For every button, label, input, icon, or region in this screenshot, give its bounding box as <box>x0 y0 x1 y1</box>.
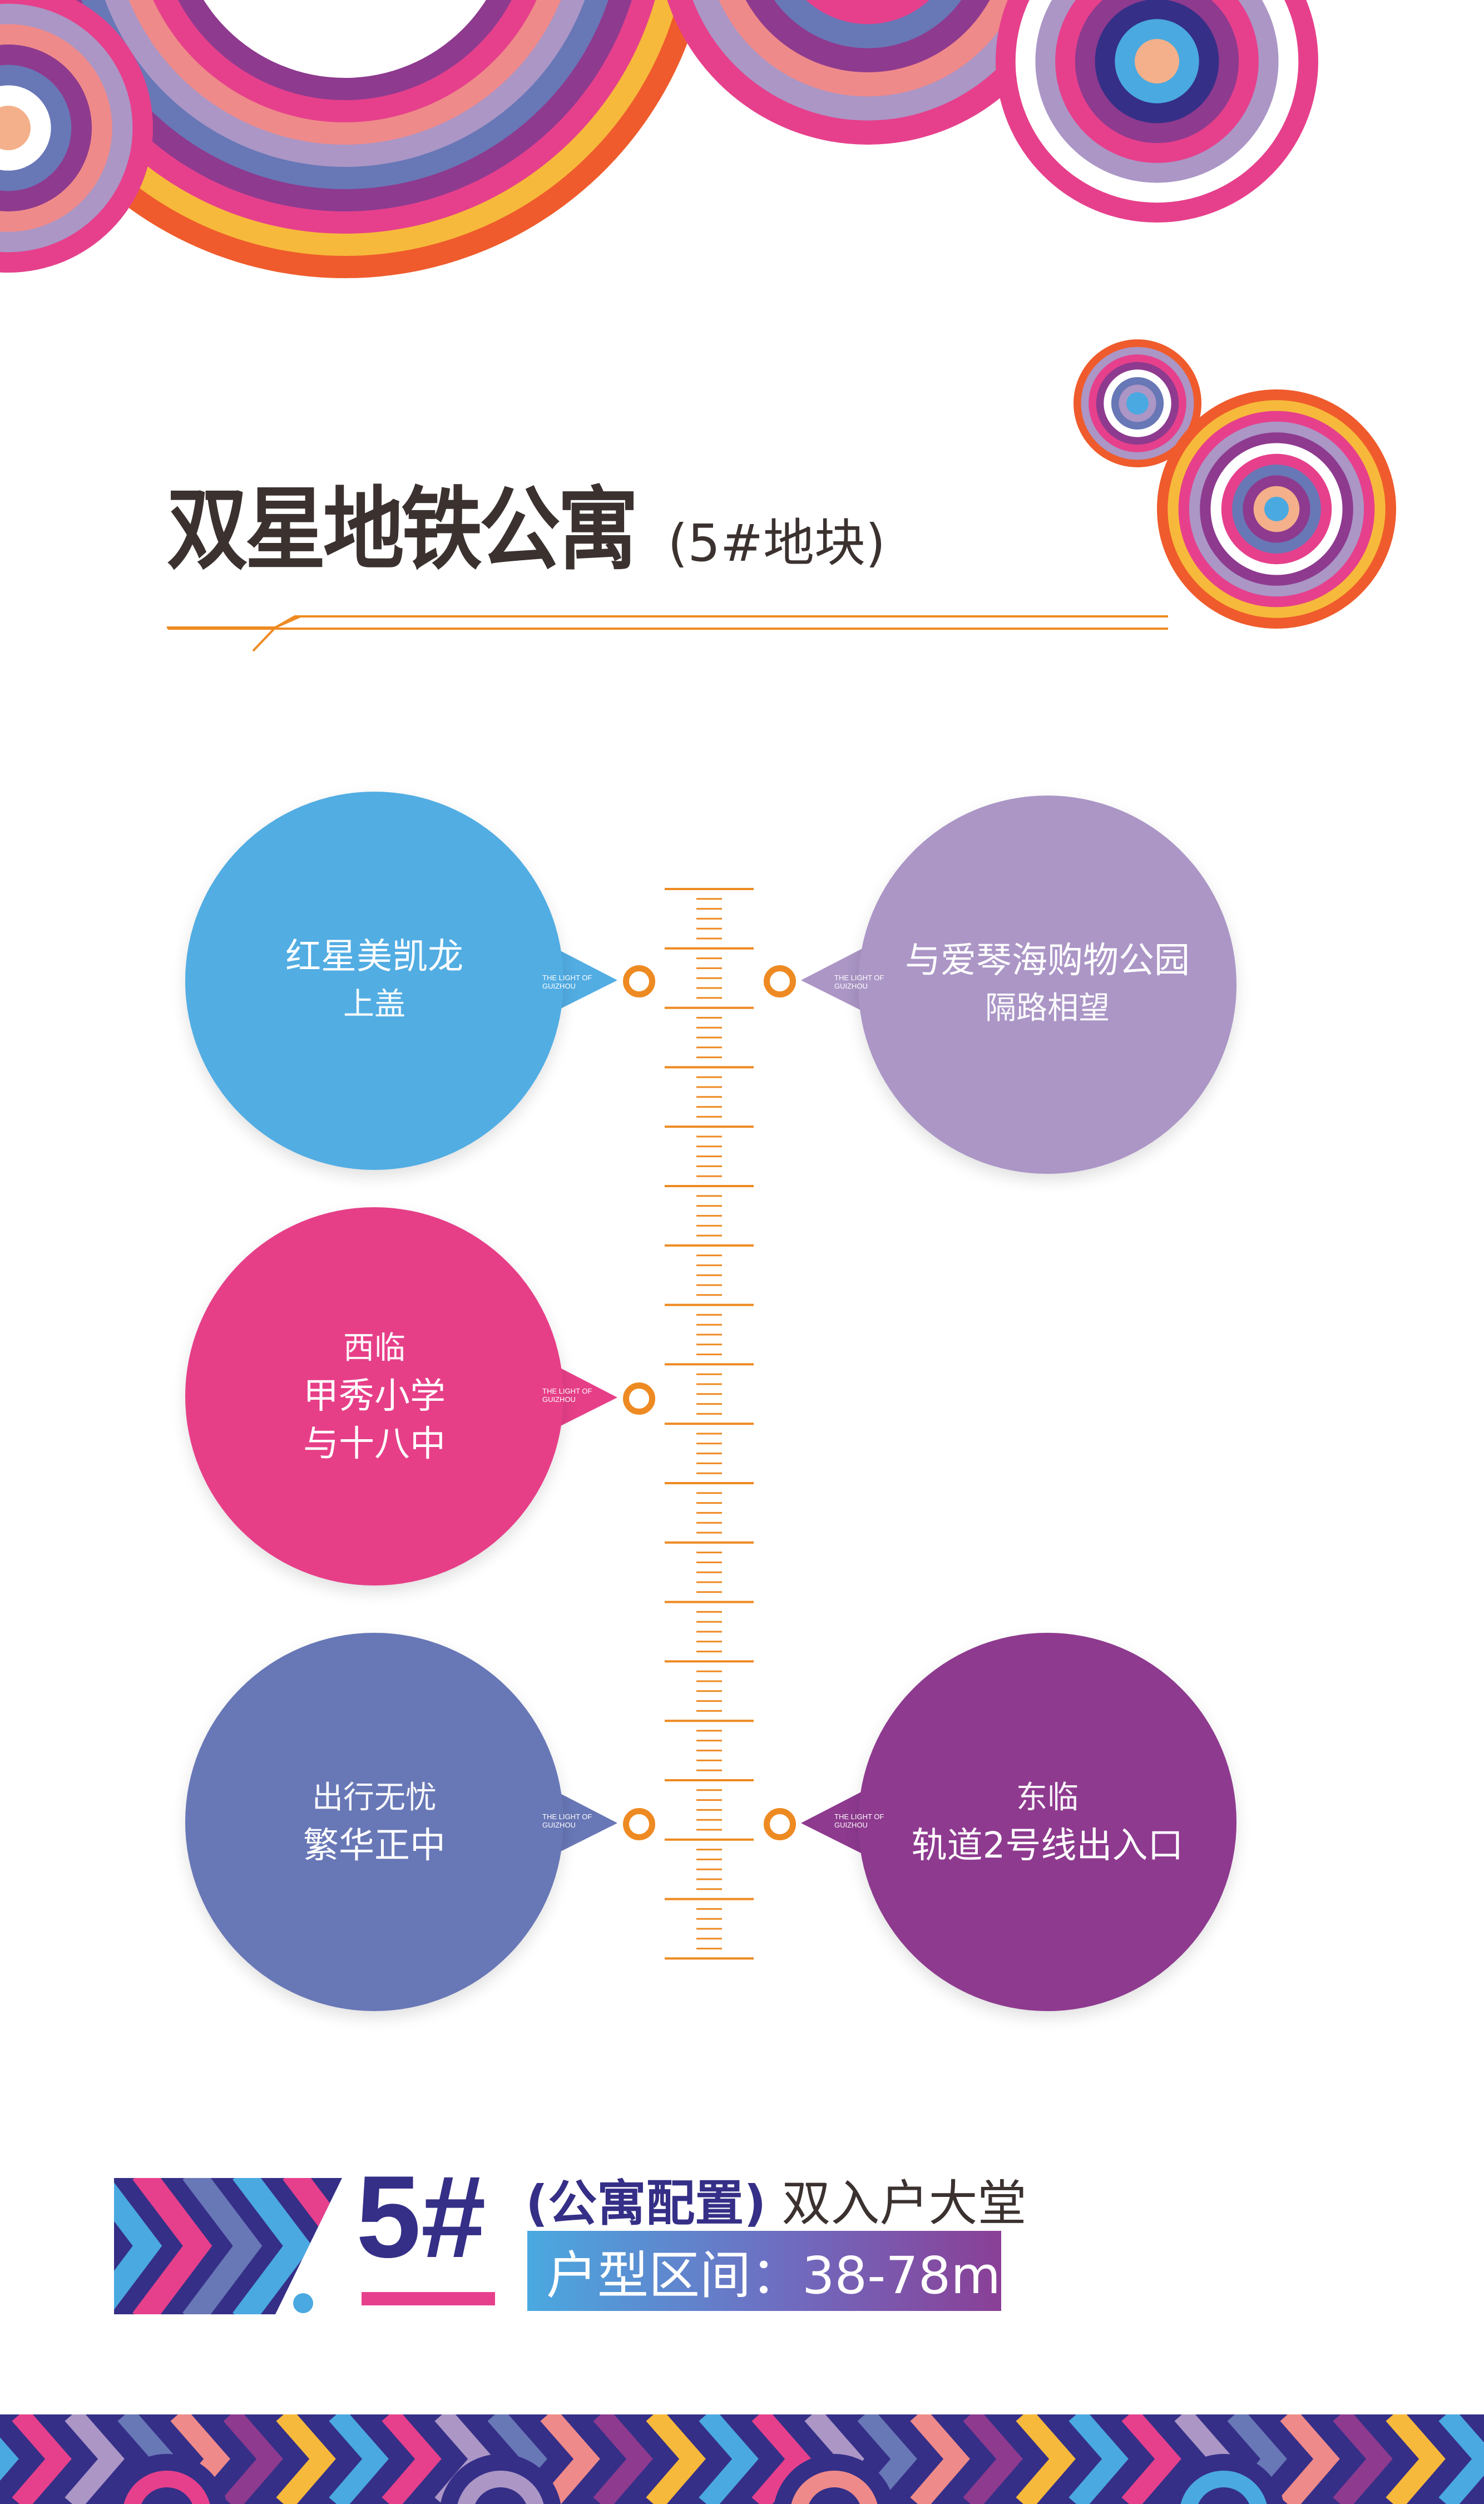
unit-size-range: 户型区间：38-78m 2 <box>527 2231 1017 2311</box>
bottom-band-chevron <box>1069 2414 1129 2504</box>
top-center-ring <box>806 0 929 24</box>
bottom-band-chevron <box>1438 2414 1484 2504</box>
bottom-band-chevron <box>1280 2414 1340 2504</box>
bubble-hongxing-meikailong: 红星美凯龙 上盖 <box>185 792 563 1170</box>
bubble-3-line-1: 西临 <box>343 1330 405 1366</box>
bubble-1-line-2: 上盖 <box>343 986 405 1023</box>
ruler-node-right-1 <box>764 965 796 997</box>
bottom-band-chevron <box>751 2414 812 2504</box>
range-unit-superscript: 2 <box>1000 2256 1017 2286</box>
bubble-2-line-2: 隔路相望 <box>985 990 1110 1026</box>
config-label: (公寓配置) <box>526 2175 766 2232</box>
bottom-band-chevron <box>963 2414 1023 2504</box>
page-title: 双星地铁公寓 (5#地块) <box>167 456 886 587</box>
bottom-band-chevron <box>540 2414 600 2504</box>
title-divider-line <box>167 615 1168 652</box>
apartment-config: (公寓配置) 双入户大堂 <box>526 2164 1026 2235</box>
badge-chevron-stripe <box>114 2178 162 2314</box>
bottom-band-chevron <box>1333 2414 1393 2504</box>
decorative-top-circles <box>0 0 1318 278</box>
decorative-bottom-band <box>0 2414 1484 2504</box>
bottom-band-arc <box>809 2487 860 2504</box>
side-large-ring <box>1264 497 1289 521</box>
bottom-band-chevron <box>329 2414 389 2504</box>
bubble-4-line-1: 出行无忧 <box>312 1780 437 1816</box>
badge-chevron-stripe <box>132 2178 212 2314</box>
badge-chevron-stripe <box>182 2178 263 2314</box>
decorative-side-circles <box>1074 339 1396 629</box>
bubble-aiqinhai-mall: 与爱琴海购物公园 隔路相望 <box>858 796 1236 1174</box>
bottom-band-chevron <box>382 2414 442 2504</box>
top-left-small-ring <box>0 106 31 150</box>
badge-number: 5# <box>356 2151 486 2282</box>
bottom-band-chevron <box>1386 2414 1446 2504</box>
bottom-band-chevron <box>1121 2414 1181 2504</box>
bubble-1-tag: THE LIGHT OF GUIZHOU <box>542 974 592 990</box>
bottom-band-chevron <box>593 2414 653 2504</box>
bottom-band-chevron <box>223 2414 283 2504</box>
bubble-metro-line-2: 东临 轨道2号线出入口 <box>858 1633 1236 2011</box>
side-small-ring <box>1126 392 1149 414</box>
bubble-1-line-1: 红星美凯龙 <box>285 936 463 977</box>
bottom-band-chevron <box>1016 2414 1076 2504</box>
badge-chevron-stripe <box>233 2178 313 2314</box>
range-label: 户型区间：38-78m <box>546 2245 1001 2305</box>
ruler-node-left-3 <box>623 1808 655 1840</box>
bubble-2-line-1: 与爱琴海购物公园 <box>905 940 1190 981</box>
bottom-band-chevron <box>910 2414 970 2504</box>
bubble-5-line-2: 轨道2号线出入口 <box>911 1825 1184 1866</box>
bubble-2-tag: THE LIGHT OF GUIZHOU <box>834 974 884 990</box>
bubble-4-tag: THE LIGHT OF GUIZHOU <box>542 1812 592 1829</box>
bubble-convenient-travel: 出行无忧 繁华正中 <box>185 1633 563 2011</box>
ruler-node-right-3 <box>764 1808 796 1840</box>
bottom-band-chevron <box>12 2414 72 2504</box>
bottom-band-chevron <box>0 2437 19 2481</box>
bottom-band-arc <box>1198 2487 1249 2504</box>
bottom-band-chevron <box>699 2414 759 2504</box>
bubble-4-line-2: 繁华正中 <box>303 1825 446 1866</box>
center-ruler <box>665 888 754 1960</box>
bubble-3-line-2: 甲秀小学 <box>303 1376 446 1417</box>
top-right-ring <box>1135 39 1179 83</box>
bubble-3-tag: THE LIGHT OF GUIZHOU <box>542 1387 592 1404</box>
bottom-band-arc <box>141 2487 192 2504</box>
bottom-band-chevron <box>65 2414 125 2504</box>
bottom-band-chevron <box>646 2414 706 2504</box>
ruler-node-left-2 <box>623 1382 655 1415</box>
badge-underline <box>362 2292 495 2305</box>
bubble-jiaxiu-school: 西临 甲秀小学 与十八中 <box>185 1207 563 1586</box>
title-main: 双星地铁公寓 <box>167 478 639 582</box>
top-left-large-ring <box>204 0 486 78</box>
config-text: 双入户大堂 <box>781 2175 1027 2232</box>
title-subtitle: (5#地块) <box>667 513 886 573</box>
ruler-node-left-1 <box>623 965 655 997</box>
bubble-3-line-3: 与十八中 <box>303 1424 446 1465</box>
bubble-5-line-1: 东临 <box>1016 1780 1079 1816</box>
bottom-band-arc <box>475 2487 526 2504</box>
bottom-band-chevron <box>276 2414 336 2504</box>
chevron-badge <box>114 2178 342 2314</box>
bubble-5-tag: THE LIGHT OF GUIZHOU <box>834 1812 884 1829</box>
